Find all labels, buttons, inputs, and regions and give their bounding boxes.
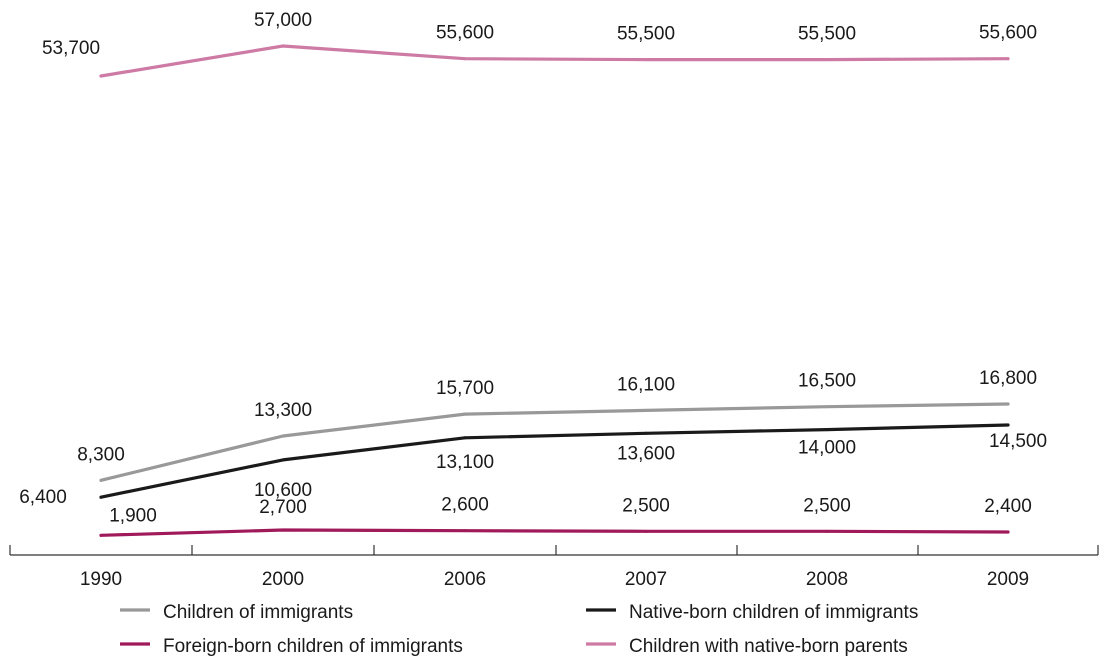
data-label-native-born-children-of-immigrants-2007: 13,600 [617,443,675,464]
data-point-children-of-immigrants-2008 [825,405,829,409]
data-point-native-born-children-of-immigrants-2006 [463,436,467,440]
x-tick-label-2006: 2006 [444,569,486,590]
data-point-native-born-children-of-immigrants-1990 [99,495,103,499]
data-point-foreign-born-children-of-immigrants-2006 [463,529,467,533]
data-label-children-of-immigrants-2008: 16,500 [798,371,856,392]
series-lines-group [99,44,1010,537]
legend-label-native-born-children-of-immigrants: Native-born children of immigrants [629,602,918,623]
data-label-foreign-born-children-of-immigrants-2007: 2,500 [622,495,670,516]
legend-label-children-with-native-born-parents: Children with native-born parents [629,636,908,657]
x-tick-label-1990: 1990 [80,569,122,590]
data-point-children-with-native-born-parents-2009 [1006,57,1010,61]
data-label-children-with-native-born-parents-2009: 55,600 [979,23,1037,44]
x-axis: 1990 2000 2006 2007 2008 2009 [9,545,1099,590]
data-point-children-of-immigrants-2007 [644,408,648,412]
legend-label-children-of-immigrants: Children of immigrants [163,602,353,623]
data-label-children-of-immigrants-2000: 13,300 [254,400,312,421]
series-line-children-of-immigrants [99,402,1010,482]
data-label-children-with-native-born-parents-1990: 53,700 [42,38,100,59]
data-label-foreign-born-children-of-immigrants-2008: 2,500 [803,495,851,516]
data-point-children-with-native-born-parents-1990 [99,74,103,78]
data-label-foreign-born-children-of-immigrants-2006: 2,600 [441,495,489,516]
x-tick-label-2009: 2009 [987,569,1029,590]
data-point-foreign-born-children-of-immigrants-2009 [1006,530,1010,534]
legend-label-foreign-born-children-of-immigrants: Foreign-born children of immigrants [163,636,463,657]
data-label-children-with-native-born-parents-2007: 55,500 [617,24,675,45]
data-label-foreign-born-children-of-immigrants-2000: 2,700 [259,497,307,518]
data-point-children-of-immigrants-1990 [99,478,103,482]
data-label-children-with-native-born-parents-2000: 57,000 [254,10,312,31]
data-label-children-of-immigrants-1990: 8,300 [77,444,125,465]
series-line-children-with-native-born-parents [99,44,1010,78]
data-label-native-born-children-of-immigrants-1990: 6,400 [19,487,67,508]
data-point-children-of-immigrants-2000 [281,434,285,438]
data-point-native-born-children-of-immigrants-2000 [281,458,285,462]
x-tick-label-2000: 2000 [262,569,304,590]
legend: Children of immigrants Native-born childr… [120,602,918,657]
data-label-native-born-children-of-immigrants-2009: 14,500 [989,431,1047,452]
data-point-children-with-native-born-parents-2008 [825,58,829,62]
data-label-native-born-children-of-immigrants-2006: 13,100 [436,452,494,473]
data-point-foreign-born-children-of-immigrants-2008 [825,529,829,533]
data-point-native-born-children-of-immigrants-2007 [644,431,648,435]
data-point-children-with-native-born-parents-2000 [281,44,285,48]
legend-item-children-with-native-born-parents: Children with native-born parents [586,636,908,657]
x-tick-label-2007: 2007 [625,569,667,590]
data-label-children-of-immigrants-2007: 16,100 [617,374,675,395]
data-label-children-with-native-born-parents-2008: 55,500 [798,24,856,45]
legend-item-foreign-born-children-of-immigrants: Foreign-born children of immigrants [120,636,463,657]
series-line-native-born-children-of-immigrants [99,423,1010,499]
data-label-native-born-children-of-immigrants-2008: 14,000 [798,438,856,459]
data-label-children-of-immigrants-2009: 16,800 [979,368,1037,389]
data-label-foreign-born-children-of-immigrants-2009: 2,400 [984,496,1032,517]
series-line-foreign-born-children-of-immigrants [99,528,1010,537]
data-point-children-with-native-born-parents-2006 [463,57,467,61]
data-label-native-born-children-of-immigrants-2000: 10,600 [254,480,312,501]
data-point-children-with-native-born-parents-2007 [644,58,648,62]
data-labels-group: 53,700 57,000 55,600 55,500 55,500 55,600 8,30… [19,10,1047,526]
data-point-foreign-born-children-of-immigrants-1990 [99,533,103,537]
data-label-foreign-born-children-of-immigrants-1990: 1,900 [109,505,157,526]
data-point-children-of-immigrants-2006 [463,412,467,416]
data-point-children-of-immigrants-2009 [1006,402,1010,406]
data-point-foreign-born-children-of-immigrants-2007 [644,529,648,533]
data-label-children-with-native-born-parents-2006: 55,600 [436,23,494,44]
data-label-children-of-immigrants-2006: 15,700 [436,378,494,399]
data-point-foreign-born-children-of-immigrants-2000 [281,528,285,532]
x-tick-label-2008: 2008 [806,569,848,590]
data-point-native-born-children-of-immigrants-2009 [1006,423,1010,427]
legend-item-native-born-children-of-immigrants: Native-born children of immigrants [586,602,918,623]
data-point-native-born-children-of-immigrants-2008 [825,428,829,432]
legend-item-children-of-immigrants: Children of immigrants [120,602,353,623]
